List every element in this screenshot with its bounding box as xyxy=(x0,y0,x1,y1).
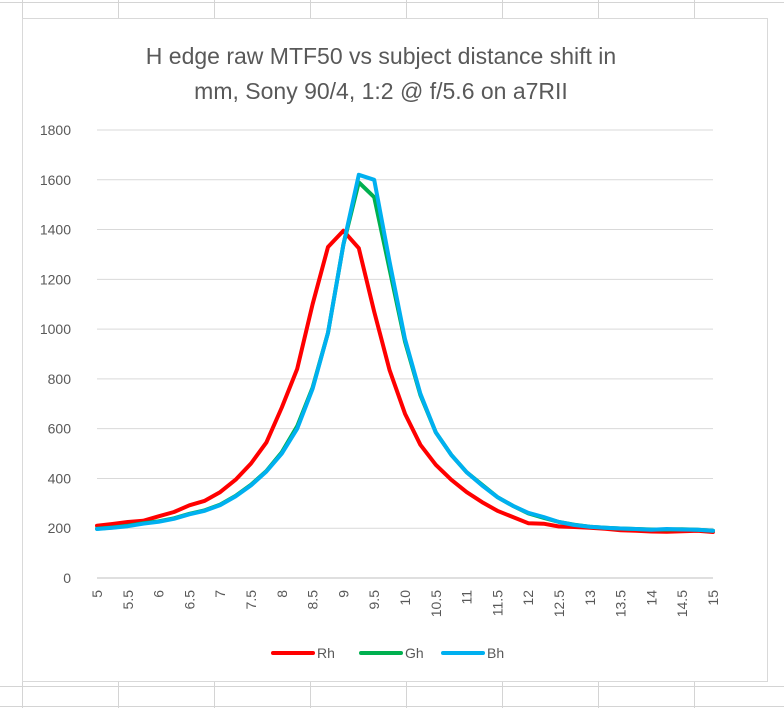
legend-label-gh: Gh xyxy=(405,645,424,661)
y-tick-label: 1000 xyxy=(40,321,71,337)
chart-title-line-1: H edge raw MTF50 vs subject distance shi… xyxy=(146,43,616,69)
x-tick-label: 12.5 xyxy=(551,590,567,617)
series-line-bh[interactable] xyxy=(95,172,715,533)
x-tick-label: 8.5 xyxy=(305,590,321,610)
x-tick-label: 10 xyxy=(397,590,413,606)
y-tick-label: 0 xyxy=(63,570,71,586)
y-axis-tick-labels: 0 200 400 600 800 1000 1200 1400 1600 1800 xyxy=(40,122,71,586)
x-tick-label: 5 xyxy=(89,590,105,598)
y-tick-label: 1800 xyxy=(40,122,71,138)
x-tick-label: 7 xyxy=(212,590,228,598)
y-tick-label: 1600 xyxy=(40,172,71,188)
x-tick-label: 9.5 xyxy=(366,590,382,610)
x-tick-label: 7.5 xyxy=(243,590,259,610)
x-tick-label: 10.5 xyxy=(428,590,444,617)
legend: Rh Gh Bh xyxy=(271,645,504,661)
x-tick-label: 12 xyxy=(520,590,536,606)
series-line-rh[interactable] xyxy=(95,228,715,534)
y-tick-label: 400 xyxy=(48,470,72,486)
chart-title-line-2: mm, Sony 90/4, 1:2 @ f/5.6 on a7RII xyxy=(194,78,568,104)
y-tick-label: 1200 xyxy=(40,271,71,287)
series-lines xyxy=(95,172,715,534)
x-tick-label: 15 xyxy=(705,590,721,606)
y-tick-label: 200 xyxy=(48,520,72,536)
x-tick-label: 5.5 xyxy=(120,590,136,610)
x-tick-label: 9 xyxy=(335,590,351,598)
gridlines xyxy=(97,129,713,579)
chart-area[interactable]: H edge raw MTF50 vs subject distance shi… xyxy=(22,18,768,682)
x-tick-label: 11 xyxy=(459,590,475,605)
x-tick-label: 8 xyxy=(274,590,290,598)
x-tick-label: 6.5 xyxy=(181,590,197,610)
x-axis-tick-labels: 5 5.5 6 6.5 7 7.5 8 8.5 9 9.5 10 10.5 11 11.5 12 12.5 13… xyxy=(89,590,721,617)
legend-label-bh: Bh xyxy=(487,645,504,661)
x-tick-label: 11.5 xyxy=(489,590,505,616)
x-tick-label: 13 xyxy=(582,590,598,606)
legend-label-rh: Rh xyxy=(317,645,335,661)
x-tick-label: 14.5 xyxy=(674,590,690,617)
x-tick-label: 13.5 xyxy=(613,590,629,617)
line-chart: H edge raw MTF50 vs subject distance shi… xyxy=(40,43,721,661)
y-tick-label: 600 xyxy=(48,421,72,437)
x-tick-label: 14 xyxy=(643,590,659,606)
y-tick-label: 800 xyxy=(48,371,72,387)
x-tick-label: 6 xyxy=(151,590,167,598)
y-tick-label: 1400 xyxy=(40,222,71,238)
